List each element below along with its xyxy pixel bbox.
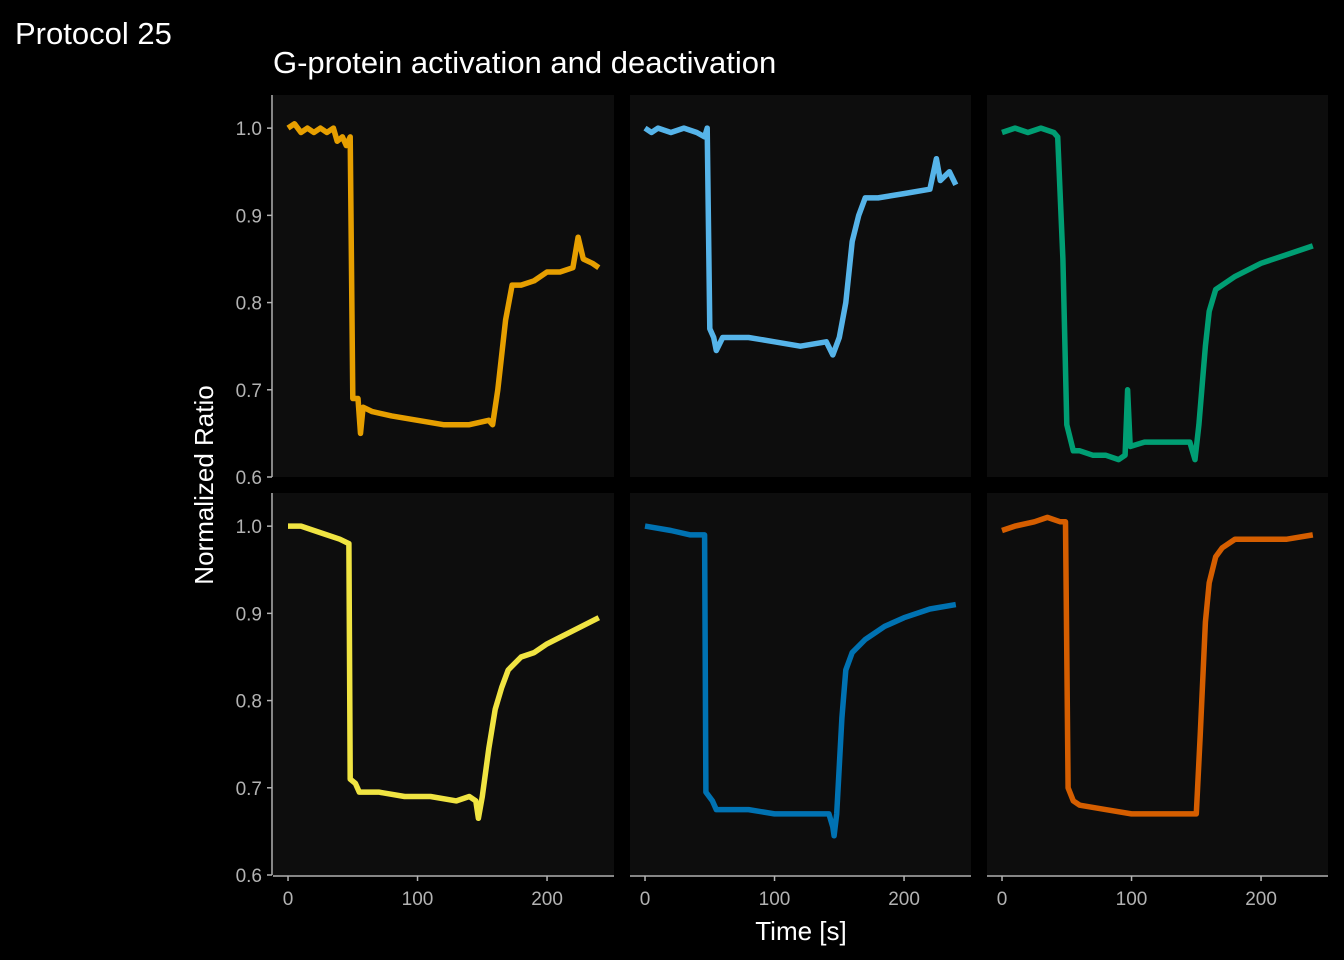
series-line-6 (1001, 514, 1314, 817)
y-tick-label: 0.8 (236, 692, 262, 713)
series-line-3 (1001, 125, 1314, 463)
y-tick-label: 0.9 (236, 604, 262, 625)
x-tick-label: 0 (640, 889, 651, 910)
y-tick-label: 1.0 (236, 517, 262, 538)
x-tick-label: 0 (997, 889, 1008, 910)
panel-background (987, 493, 1328, 875)
panel-background (273, 493, 614, 875)
y-tick-label: 0.7 (236, 381, 262, 402)
x-tick-label: 200 (888, 889, 920, 910)
series-line-5 (644, 523, 957, 839)
panel-background (987, 95, 1328, 477)
page-title: Protocol 25 (15, 16, 172, 51)
y-tick-label: 0.9 (236, 206, 262, 227)
series-line-1 (286, 121, 601, 437)
y-axis-label: Normalized Ratio (189, 385, 219, 584)
y-tick-label: 0.6 (236, 866, 262, 887)
y-tick-label: 0.8 (236, 294, 262, 315)
x-tick-label: 100 (1116, 889, 1148, 910)
x-tick-label: 200 (1245, 889, 1277, 910)
y-tick-label: 0.7 (236, 779, 262, 800)
panel-background (630, 493, 971, 875)
x-tick-label: 0 (283, 889, 294, 910)
panel-background (273, 95, 614, 477)
y-tick-label: 1.0 (236, 119, 262, 140)
x-tick-label: 200 (531, 889, 563, 910)
chart-title: G-protein activation and deactivation (273, 45, 776, 80)
x-axis-label: Time [s] (755, 916, 846, 946)
series-line-2 (643, 125, 959, 358)
series-line-4 (288, 523, 601, 822)
y-tick-label: 0.6 (236, 468, 262, 489)
x-tick-label: 100 (759, 889, 791, 910)
panel-background (630, 95, 971, 477)
x-tick-label: 100 (402, 889, 434, 910)
